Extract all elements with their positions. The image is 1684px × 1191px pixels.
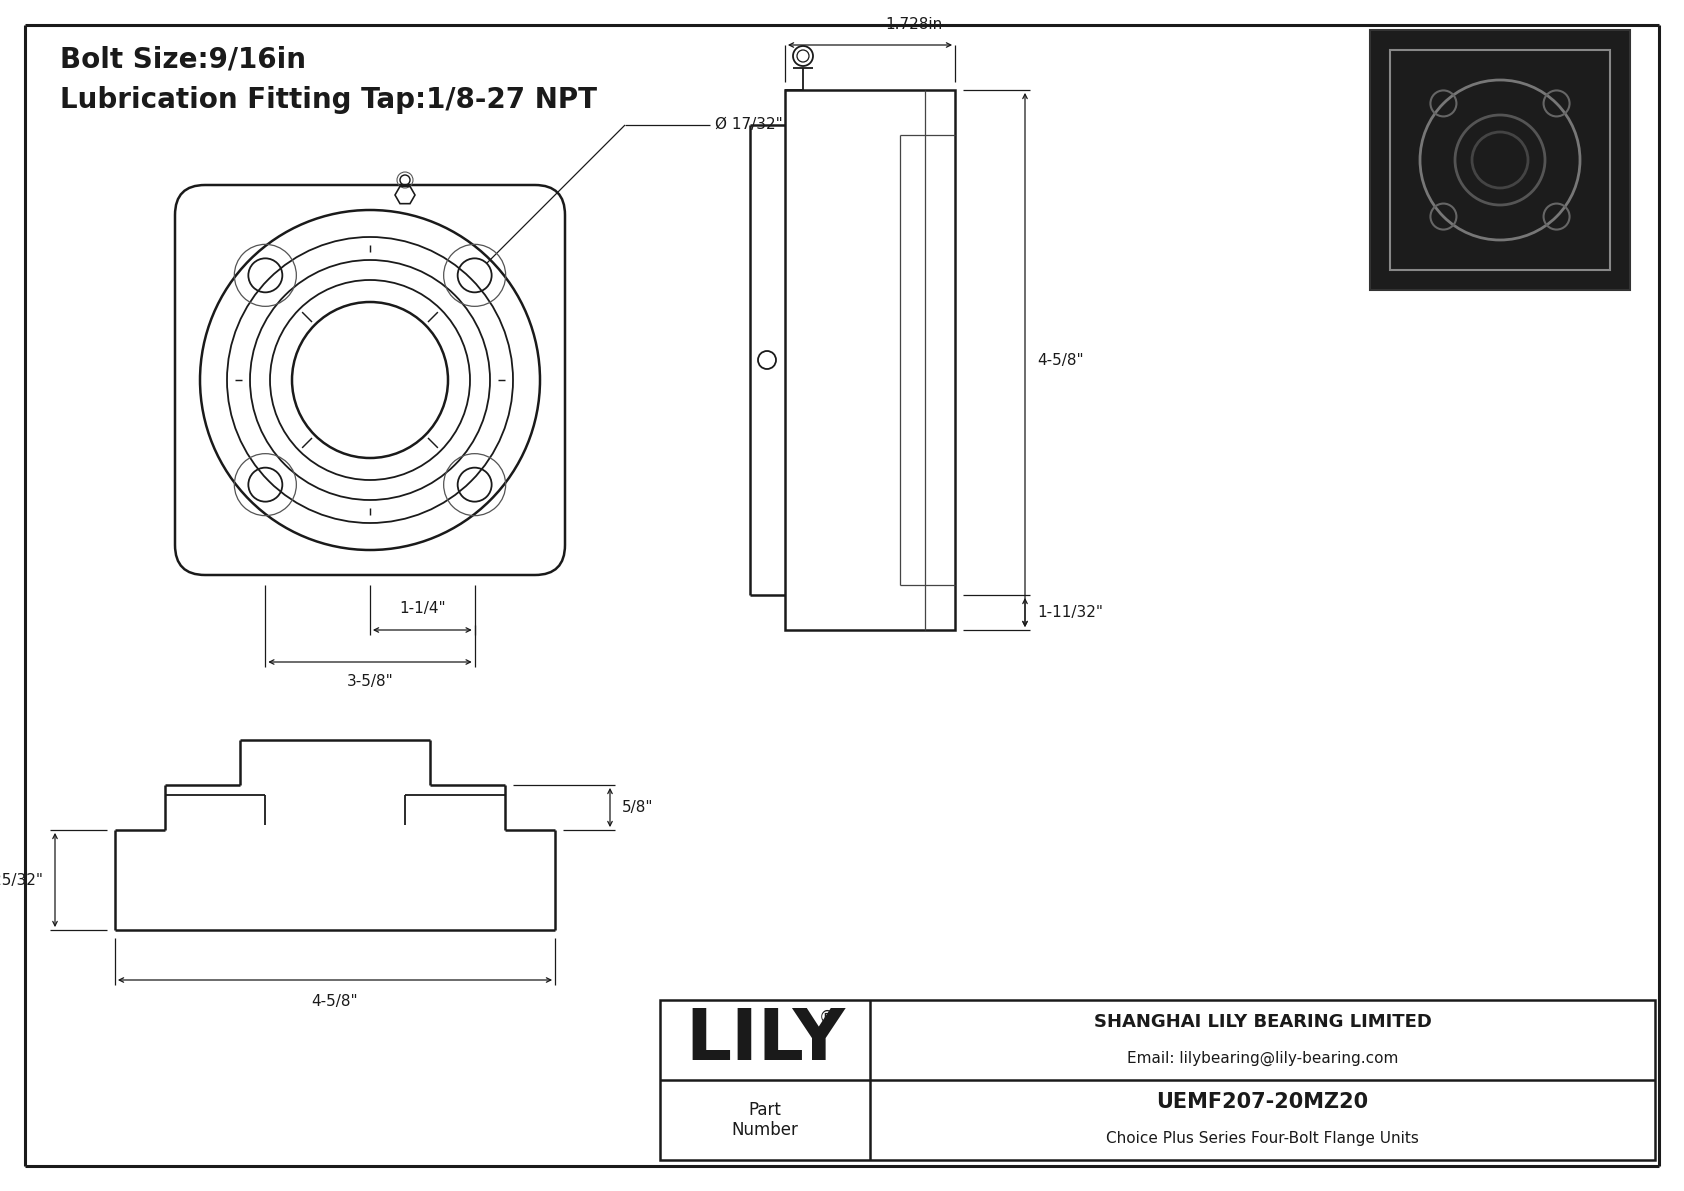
Text: SHANGHAI LILY BEARING LIMITED: SHANGHAI LILY BEARING LIMITED bbox=[1093, 1014, 1431, 1031]
Text: Choice Plus Series Four-Bolt Flange Units: Choice Plus Series Four-Bolt Flange Unit… bbox=[1106, 1130, 1420, 1146]
Text: Lubrication Fitting Tap:1/8-27 NPT: Lubrication Fitting Tap:1/8-27 NPT bbox=[61, 86, 598, 114]
Text: Email: lilybearing@lily-bearing.com: Email: lilybearing@lily-bearing.com bbox=[1127, 1050, 1398, 1066]
Text: Bolt Size:9/16in: Bolt Size:9/16in bbox=[61, 46, 306, 74]
Text: UEMF207-20MZ20: UEMF207-20MZ20 bbox=[1157, 1092, 1369, 1112]
Text: 5/8": 5/8" bbox=[621, 800, 653, 815]
Text: 3-5/8": 3-5/8" bbox=[347, 674, 394, 690]
Text: 1-1/4": 1-1/4" bbox=[399, 601, 446, 616]
Text: 1-11/32": 1-11/32" bbox=[1037, 605, 1103, 621]
Text: 1-25/32": 1-25/32" bbox=[0, 873, 44, 887]
Text: 1.728in: 1.728in bbox=[886, 17, 943, 32]
Text: Ø 17/32": Ø 17/32" bbox=[716, 118, 783, 132]
Text: 4-5/8": 4-5/8" bbox=[312, 994, 359, 1009]
Bar bbox=[1371, 30, 1630, 289]
Text: LILY: LILY bbox=[685, 1005, 845, 1074]
Bar bbox=[660, 1000, 1655, 1160]
Bar bbox=[785, 91, 955, 630]
Text: Part
Number: Part Number bbox=[731, 1100, 798, 1140]
Text: 4-5/8": 4-5/8" bbox=[1037, 353, 1083, 368]
Text: ®: ® bbox=[818, 1009, 835, 1027]
